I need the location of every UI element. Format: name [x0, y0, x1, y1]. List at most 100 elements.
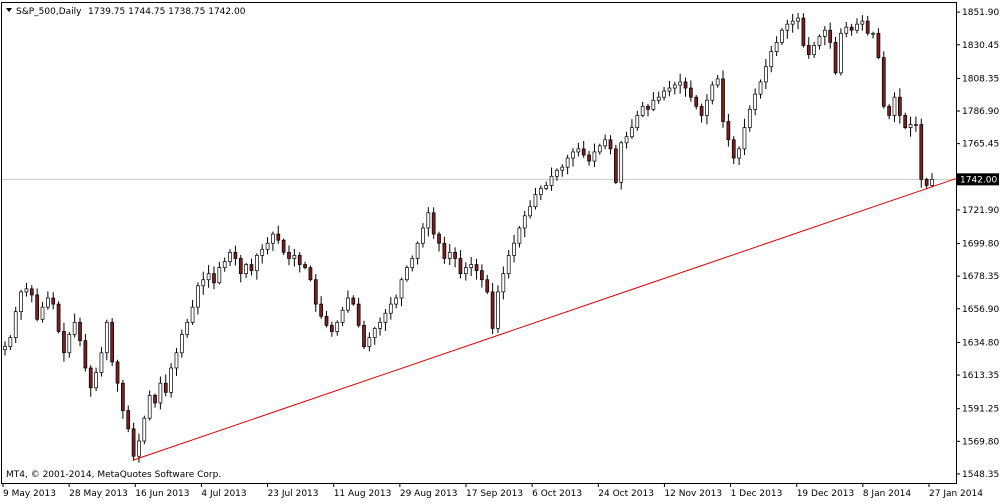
bull-candle-body — [67, 334, 72, 354]
bull-candle-body — [185, 321, 190, 335]
candle — [721, 70, 725, 128]
candle — [121, 379, 125, 419]
bull-candle-body — [265, 242, 270, 250]
bear-candle-body — [458, 258, 463, 275]
candle — [340, 306, 345, 327]
bull-candle-body — [522, 215, 527, 229]
candle — [13, 306, 18, 343]
bull-candle-body — [651, 99, 656, 110]
candle — [560, 164, 565, 177]
bear-candle-body — [238, 258, 243, 275]
price-axis: 1851.90 1830.45 1808.35 1786.90 1765.45 1721.… — [956, 8, 999, 480]
bull-candle-body — [817, 35, 822, 46]
candle — [646, 103, 650, 117]
candle — [265, 237, 270, 255]
bear-candle-body — [721, 78, 725, 122]
candle — [581, 141, 586, 158]
bull-candle-body — [533, 194, 538, 208]
ohlc-values: 1739.75 1744.75 1738.75 1742.00 — [88, 7, 246, 17]
bear-candle-body — [163, 382, 168, 393]
bear-candle-body — [212, 273, 216, 284]
candle — [801, 13, 806, 48]
bull-candle-body — [871, 32, 875, 35]
bull-candle-body — [13, 311, 18, 338]
bear-candle-body — [581, 148, 586, 156]
price-tick-label: 1548.35 — [962, 470, 999, 480]
bull-candle-body — [839, 32, 843, 74]
bull-candle-body — [774, 42, 779, 52]
bull-candle-body — [137, 440, 141, 457]
bull-candle-body — [780, 29, 784, 43]
bull-candle-body — [99, 352, 104, 373]
candle — [817, 34, 822, 50]
candle — [303, 261, 307, 270]
candle — [597, 143, 602, 155]
candle — [635, 110, 640, 131]
candle — [876, 28, 881, 60]
candle — [356, 297, 361, 328]
current-price-label-background — [957, 173, 999, 186]
candle — [206, 265, 211, 288]
bull-candle-body — [463, 267, 468, 275]
bull-candle-body — [254, 255, 259, 271]
bull-candle-body — [372, 328, 377, 338]
bear-candle-body — [490, 291, 495, 329]
time-axis: 9 May 2013 28 May 2013 16 Jun 2013 4 Jul 20… — [2, 483, 983, 499]
bull-candle-body — [501, 273, 506, 293]
candle — [351, 295, 356, 306]
bull-candle-body — [753, 93, 758, 110]
bear-candle-body — [324, 315, 329, 326]
bear-candle-body — [919, 124, 924, 180]
bull-candle-body — [206, 273, 211, 281]
bull-candle-body — [3, 346, 7, 351]
time-tick-label: 9 May 2013 — [3, 489, 56, 499]
price-tick-label: 1678.35 — [962, 272, 999, 282]
candle — [908, 116, 913, 137]
candle — [29, 285, 34, 303]
bear-candle-body — [726, 121, 731, 141]
price-tick-label: 1634.80 — [962, 338, 999, 348]
candle — [372, 326, 377, 345]
candle — [281, 238, 286, 256]
bull-candle-body — [40, 306, 45, 320]
bull-candle-body — [544, 185, 549, 189]
bull-candle-body — [571, 151, 575, 159]
candle — [19, 289, 23, 320]
candle — [737, 146, 741, 165]
bull-candle-body — [378, 321, 382, 329]
bull-candle-body — [715, 78, 720, 86]
bull-candle-body — [528, 206, 532, 217]
bear-candle-body — [319, 303, 323, 317]
bull-candle-body — [769, 51, 774, 68]
candle — [480, 264, 484, 288]
candle — [833, 36, 838, 75]
candle — [394, 294, 399, 309]
bear-candle-body — [646, 105, 650, 110]
bear-candle-body — [56, 303, 61, 332]
bull-candle-body — [94, 372, 98, 389]
bull-candle-body — [142, 417, 147, 442]
candle — [662, 86, 666, 101]
candle — [576, 142, 581, 157]
candle — [153, 393, 157, 408]
candle — [51, 292, 56, 310]
candle — [378, 317, 382, 336]
bull-candle-body — [228, 252, 232, 262]
bull-candle-body — [367, 337, 372, 348]
time-tick-label: 27 Jan 2014 — [929, 489, 983, 499]
bear-candle-body — [608, 139, 613, 150]
bear-candle-body — [683, 81, 688, 89]
candle — [271, 231, 275, 251]
candle — [276, 225, 281, 244]
dropdown-triangle-icon[interactable] — [6, 8, 12, 12]
candle — [849, 23, 854, 36]
bull-candle-body — [217, 267, 222, 284]
candle — [571, 148, 575, 167]
candle — [614, 144, 618, 185]
candle — [608, 135, 613, 155]
bull-candle-body — [764, 66, 768, 83]
trendline[interactable] — [133, 178, 957, 461]
